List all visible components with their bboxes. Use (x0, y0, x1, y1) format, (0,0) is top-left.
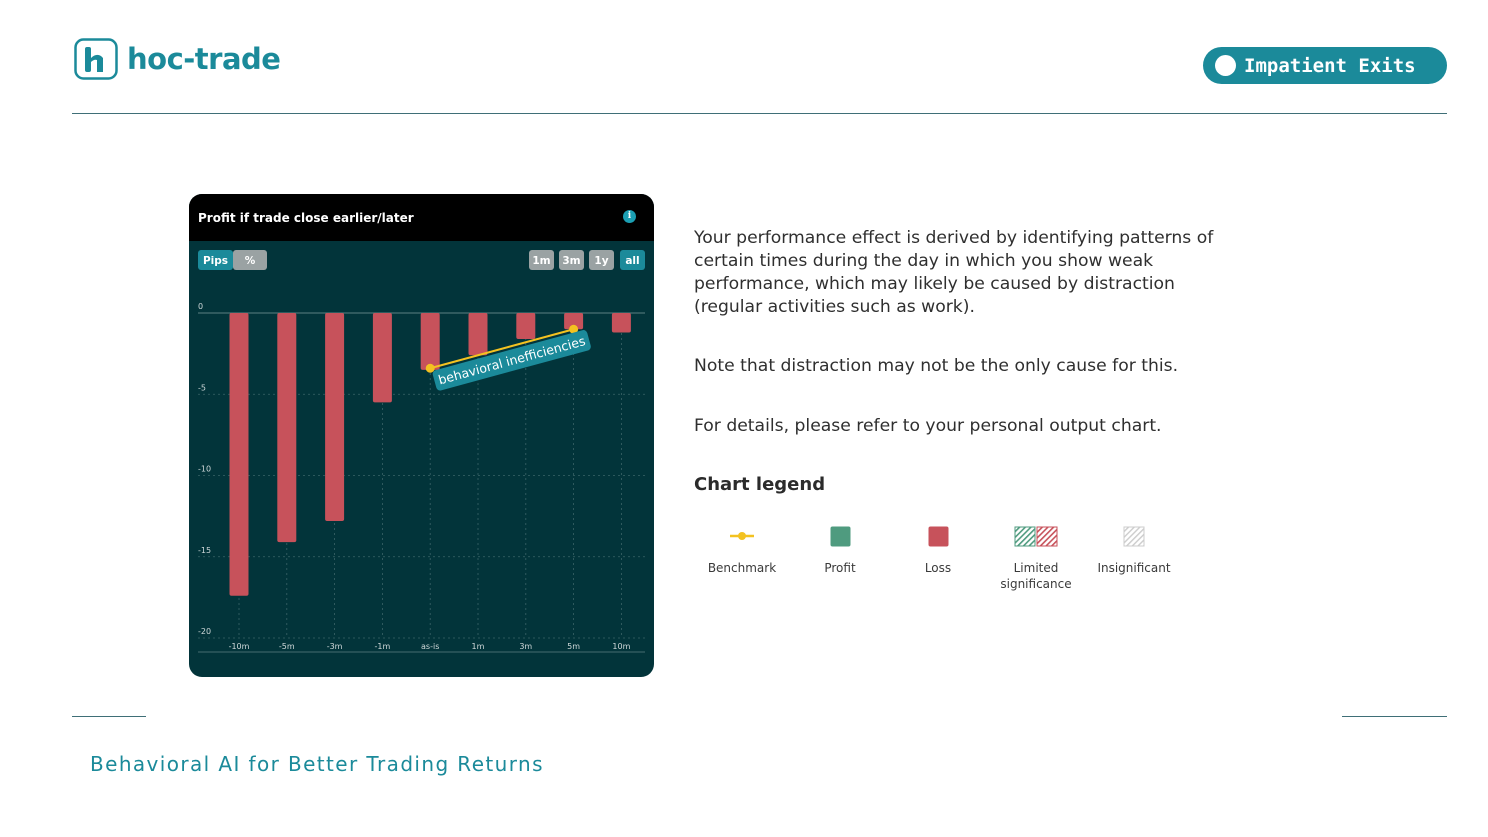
brand-name: hoc-trade (127, 42, 281, 76)
info-icon[interactable]: i (623, 210, 636, 223)
y-tick-label: 0 (198, 302, 203, 311)
x-tick-label: -1m (375, 642, 391, 651)
x-tick-label: 3m (519, 642, 532, 651)
brand-logo: hoc-trade (74, 38, 281, 80)
hoc-trade-logo-icon (74, 38, 118, 80)
description-paragraph: Your performance effect is derived by id… (694, 228, 1214, 317)
unit-toggle-label: % (245, 255, 256, 267)
legend-label: Insignificant (1097, 561, 1171, 575)
y-tick-label: -10 (198, 465, 211, 474)
y-tick-label: -20 (198, 627, 211, 636)
legend-item-loss: Loss (888, 524, 988, 576)
legend-label: Limited significance (1000, 561, 1072, 591)
x-tick-label: -5m (279, 642, 295, 651)
footer-divider-right (1342, 716, 1447, 717)
bar--5m (277, 313, 297, 543)
x-tick-label: 10m (612, 642, 630, 651)
unit-toggle-percent[interactable] (233, 250, 267, 270)
x-tick-label: 5m (567, 642, 580, 651)
loss-swatch (928, 526, 948, 546)
legend-item-insignificant: Insignificant (1084, 524, 1184, 576)
legend-item-profit: Profit (790, 524, 890, 576)
badge-dot-icon (1215, 55, 1236, 76)
y-tick-label: -5 (198, 383, 206, 392)
hatched-swatch (1014, 526, 1058, 546)
benchmark-line (429, 328, 574, 370)
range-button-label: 1m (532, 255, 550, 267)
range-button-1m[interactable] (529, 250, 554, 270)
benchmark-point-end (569, 324, 579, 334)
legend-item-benchmark: Benchmark (692, 524, 792, 576)
bar-10m (611, 313, 631, 333)
header-divider (72, 113, 1447, 114)
bar-3m (516, 313, 536, 339)
footer-divider-left (72, 716, 146, 717)
legend-item-limited-significance: Limited significance (986, 524, 1086, 592)
legend-label: Profit (824, 561, 856, 575)
bar-as-is (420, 313, 440, 370)
x-tick-label: 1m (472, 642, 485, 651)
x-tick-label: as-is (421, 642, 439, 651)
range-button-label: 3m (562, 255, 580, 267)
insignificant-swatch (1123, 526, 1145, 546)
bar--3m (325, 313, 345, 521)
legend-label: Loss (924, 561, 952, 575)
bar-1m (468, 313, 488, 356)
bar-5m (564, 313, 584, 330)
note-paragraph: Note that distraction may not be the onl… (694, 356, 1179, 376)
bar--10m (229, 313, 249, 596)
bar--1m (372, 313, 392, 403)
legend-label: Benchmark (707, 561, 777, 575)
range-button-label: 1y (594, 255, 608, 267)
range-button-all[interactable] (620, 250, 645, 270)
impatient-exits-badge[interactable]: Impatient Exits (1203, 47, 1447, 84)
benchmark-line-icon (730, 532, 754, 540)
legend-title: Chart legend (694, 474, 826, 495)
annotation-background (432, 330, 591, 391)
range-button-1y[interactable] (589, 250, 614, 270)
badge-label: Impatient Exits (1244, 54, 1416, 77)
unit-toggle-pips[interactable] (198, 250, 233, 270)
chart-card: Profit if trade close earlier/later i Pi… (189, 194, 654, 677)
y-tick-label: -15 (198, 546, 211, 555)
tagline: Behavioral AI for Better Trading Returns (90, 752, 544, 776)
range-button-label: all (625, 255, 639, 267)
unit-toggle-label: Pips (203, 255, 228, 267)
details-paragraph: For details, please refer to your person… (694, 416, 1162, 436)
benchmark-point-start (425, 363, 435, 373)
range-button-3m[interactable] (559, 250, 584, 270)
profit-swatch (830, 526, 850, 546)
chart-card-header: Profit if trade close earlier/later i (189, 194, 654, 241)
x-tick-label: -3m (327, 642, 343, 651)
x-tick-label: -10m (229, 642, 250, 651)
chart-title: Profit if trade close earlier/later (198, 210, 414, 225)
